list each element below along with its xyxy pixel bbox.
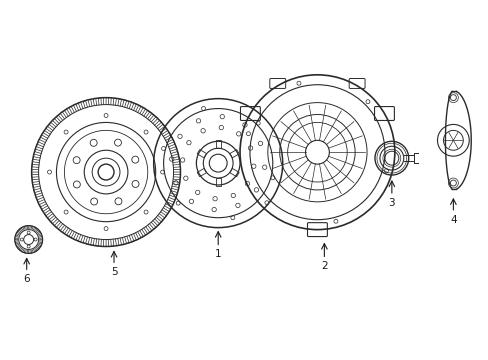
Text: 1: 1 (214, 249, 221, 260)
Text: 3: 3 (388, 198, 394, 208)
Text: 5: 5 (110, 267, 117, 277)
Text: 6: 6 (23, 274, 30, 284)
Text: 2: 2 (321, 261, 327, 271)
Text: 4: 4 (449, 215, 456, 225)
